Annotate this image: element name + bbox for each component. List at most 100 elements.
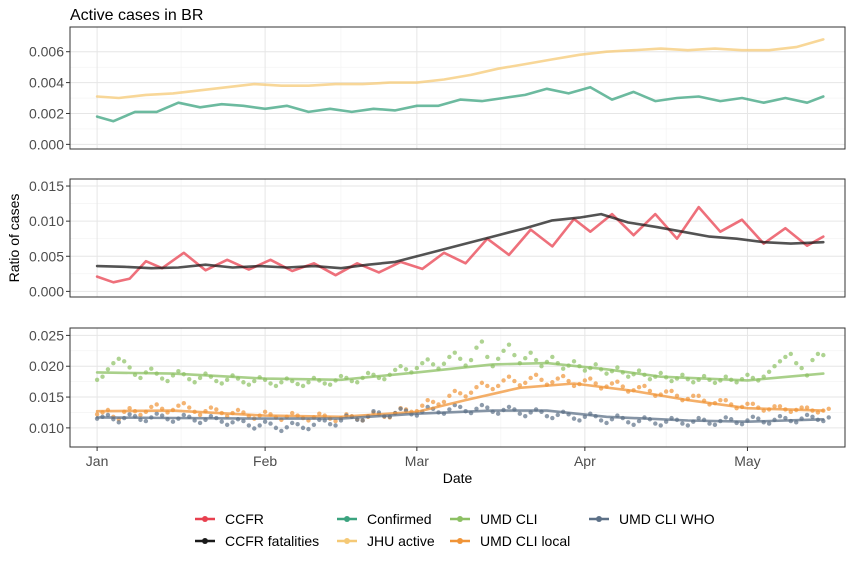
series-line-umd-cli-who [95, 409, 825, 423]
data-point [441, 399, 447, 405]
data-point [696, 393, 701, 399]
legend-label: UMD CLI WHO [619, 511, 715, 527]
chart-title: Active cases in BR [70, 7, 203, 24]
data-point [127, 405, 132, 411]
data-point [441, 361, 447, 366]
y-tick-label: 0.010 [29, 420, 64, 436]
data-point [523, 413, 528, 419]
data-point [105, 367, 111, 372]
data-point [593, 381, 598, 386]
data-point [219, 381, 224, 386]
data-point [571, 359, 577, 364]
data-point [588, 376, 593, 381]
data-point [197, 375, 203, 381]
x-tick-label: Jan [86, 453, 109, 469]
y-tick-label: 0.015 [29, 389, 64, 405]
y-tick-label: 0.010 [29, 213, 64, 229]
data-point [295, 421, 300, 427]
data-point [626, 374, 631, 379]
data-point [338, 373, 344, 379]
panel-3: 0.010 0.015 0.020 0.025 [29, 327, 846, 448]
data-point [669, 388, 674, 394]
data-point [723, 374, 728, 379]
data-point [447, 354, 452, 360]
legend-label: JHU active [367, 533, 435, 549]
data-point [100, 374, 105, 379]
data-point [365, 370, 371, 376]
data-point [452, 388, 457, 394]
data-point [192, 380, 197, 385]
data-point [712, 380, 718, 386]
data-point [474, 406, 479, 411]
data-point [615, 365, 620, 370]
data-point [772, 404, 777, 409]
data-point [647, 388, 653, 394]
data-point [495, 383, 501, 389]
legend-label: CCFR fatalities [225, 533, 319, 549]
data-point [560, 366, 566, 371]
data-point [241, 418, 246, 424]
data-point [739, 421, 745, 427]
data-point [224, 377, 230, 382]
data-point [555, 376, 560, 381]
legend-item: CCFR fatalities [195, 533, 319, 549]
data-point [159, 376, 165, 381]
x-tick-label: May [734, 453, 760, 469]
data-point [539, 364, 544, 369]
data-point [745, 372, 750, 378]
legend-item: UMD CLI WHO [589, 511, 715, 527]
data-point [230, 420, 235, 425]
data-point [485, 405, 490, 410]
panel-1: 0.000 0.002 0.004 0.006 [29, 26, 846, 152]
data-point [777, 413, 783, 419]
data-point [447, 407, 452, 412]
data-point [539, 377, 544, 382]
data-point [555, 412, 560, 418]
data-point [425, 357, 430, 362]
data-point [143, 418, 149, 424]
data-point [653, 421, 658, 426]
panel-border [69, 327, 846, 448]
data-point [544, 413, 550, 419]
data-point [766, 421, 772, 426]
data-point [523, 380, 528, 386]
data-point [94, 377, 100, 382]
data-point [300, 425, 306, 431]
data-point [458, 391, 463, 396]
data-point [474, 345, 479, 350]
data-point [463, 394, 468, 399]
data-point [279, 428, 284, 434]
data-point [121, 359, 127, 364]
data-point [810, 414, 815, 419]
legend-label: UMD CLI [480, 511, 538, 527]
data-point [300, 383, 306, 389]
data-point [311, 422, 317, 428]
data-point [745, 401, 750, 407]
data-point [458, 404, 463, 410]
data-point [246, 382, 252, 387]
data-point [490, 386, 495, 392]
data-point [680, 372, 685, 378]
legend-item: UMD CLI local [450, 533, 570, 549]
data-point [371, 409, 376, 414]
data-point [810, 357, 815, 363]
data-point [430, 362, 436, 367]
data-point [821, 352, 826, 358]
data-point [750, 401, 756, 407]
data-point [306, 426, 311, 432]
data-point [479, 339, 485, 344]
y-tick-label: 0.004 [29, 75, 64, 91]
data-point [712, 422, 718, 428]
data-point [241, 380, 246, 385]
data-point [214, 378, 219, 384]
legend-label: CCFR [225, 511, 264, 527]
data-point [214, 407, 219, 412]
y-tick-label: 0.002 [29, 105, 64, 121]
data-point [485, 354, 490, 360]
data-point [306, 380, 311, 385]
data-point [116, 420, 121, 425]
data-point [691, 380, 696, 385]
data-point [116, 356, 121, 362]
legend-key-dot [344, 538, 350, 544]
data-point [268, 421, 273, 426]
